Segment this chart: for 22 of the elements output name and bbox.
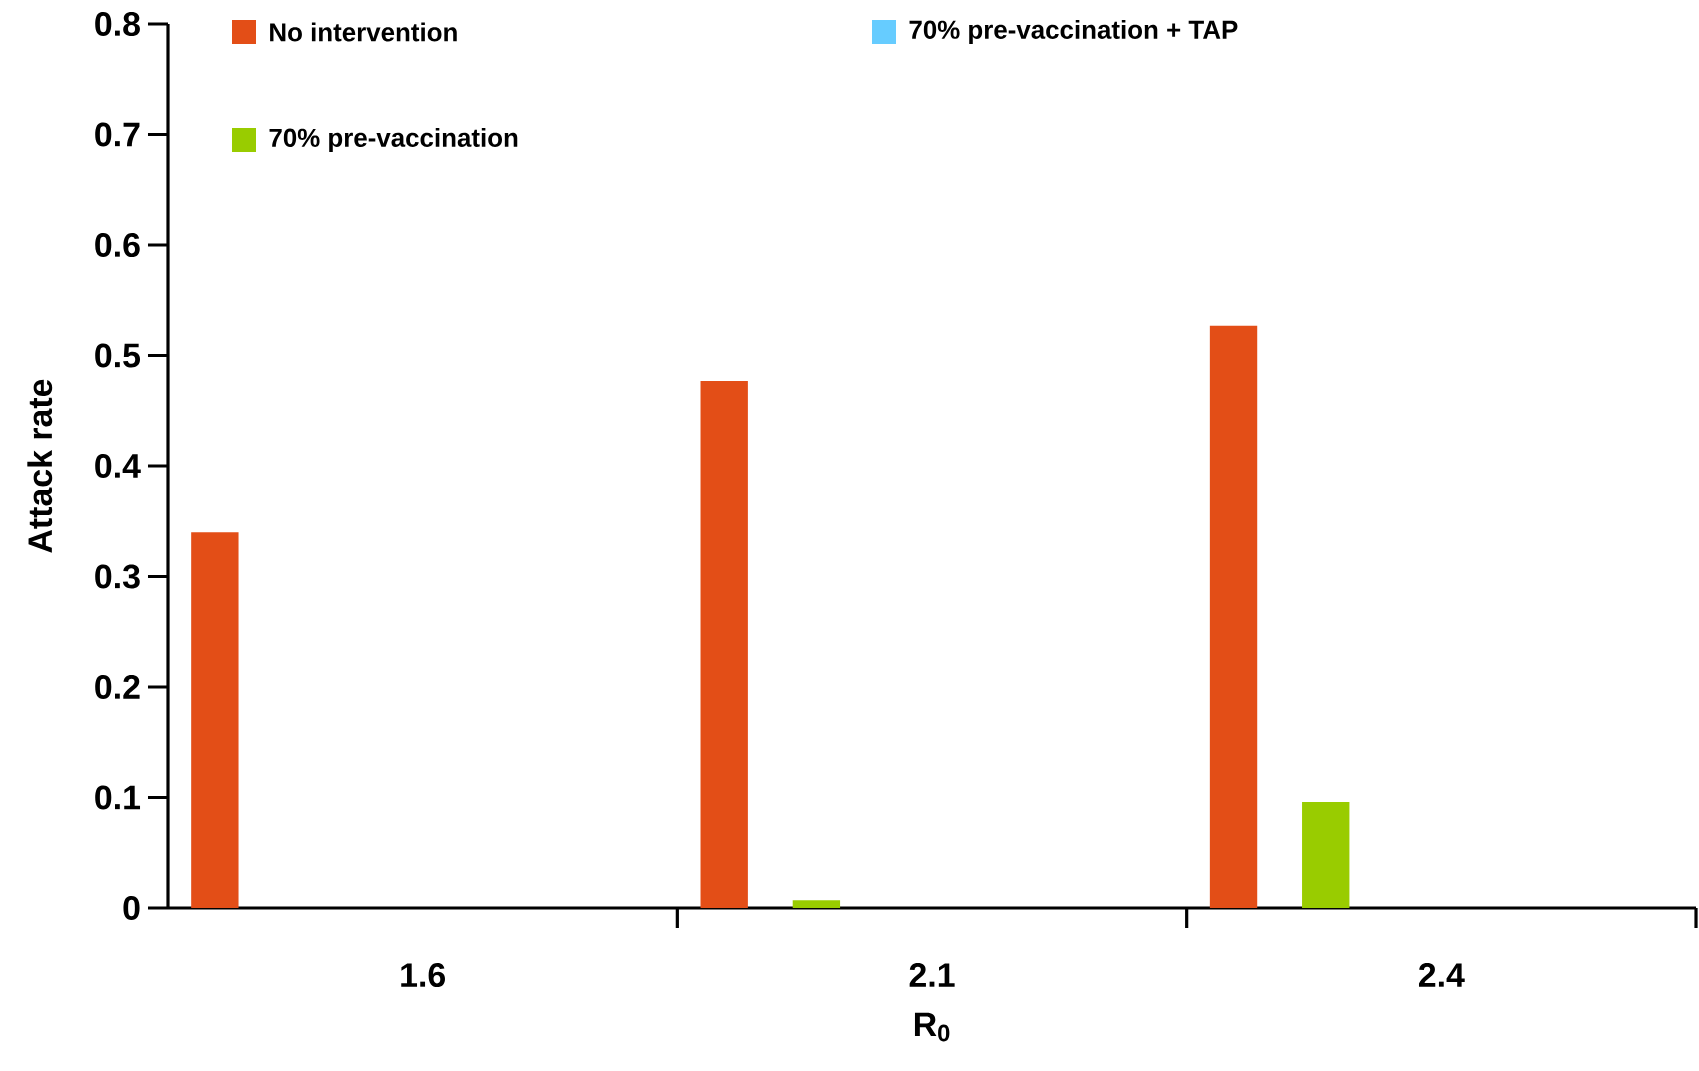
bar (1302, 801, 1350, 908)
y-tick-label: 0.7 (95, 122, 140, 147)
x-tick-label: 2.4 (1418, 963, 1465, 987)
legend-label: 70% pre-vaccination + TAP (909, 19, 1238, 45)
y-tick-label: 0.4 (95, 454, 141, 479)
bar (1209, 325, 1258, 908)
y-tick-label: 0.1 (95, 785, 141, 810)
y-tick-label: 0.3 (95, 564, 140, 589)
x-tick-label: 2.1 (909, 963, 955, 987)
x-tick-label: 1.6 (401, 963, 445, 988)
y-axis-title: Attack rate (27, 379, 53, 553)
legend-label: 70% pre-vaccination (269, 127, 518, 153)
y-tick-label: 0 (123, 896, 140, 921)
y-tick-label: 0.6 (95, 233, 140, 258)
legend-label: No intervention (270, 22, 457, 42)
bar (700, 380, 748, 908)
y-tick-label: 0.2 (95, 675, 140, 700)
bar (191, 532, 239, 908)
y-tick-label: 0.5 (95, 343, 141, 368)
y-tick-label: 0.8 (95, 12, 140, 37)
x-axis-title: R$_{0}$ (914, 1012, 950, 1042)
bar (792, 900, 841, 908)
